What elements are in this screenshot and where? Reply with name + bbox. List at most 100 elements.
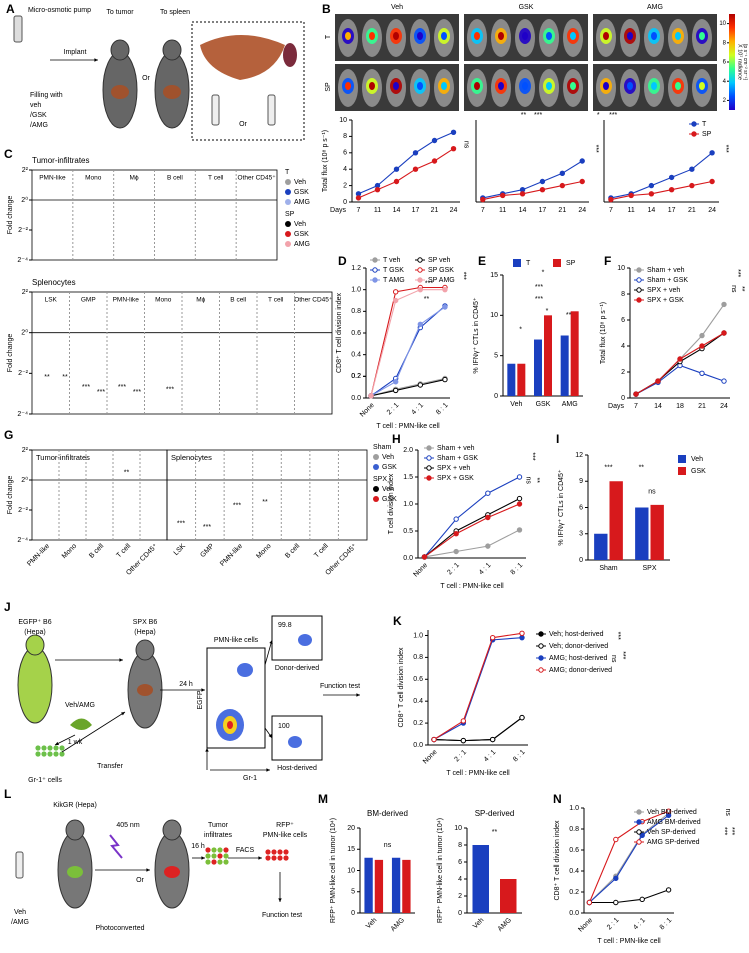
panel-label: B <box>322 2 331 16</box>
panel-label: K <box>393 614 402 628</box>
line <box>424 503 520 558</box>
y-tick-label: 2⁻⁴ <box>17 411 28 418</box>
illustration <box>146 868 150 872</box>
legend-text: Veh <box>382 486 394 493</box>
significance: ** <box>62 374 68 381</box>
group-label: PMN-like <box>26 543 51 568</box>
bar <box>635 507 649 560</box>
group-label: LSK <box>173 543 188 558</box>
marker <box>579 178 585 185</box>
y-axis-label: CD8⁺ T cell division index <box>336 292 343 373</box>
diagram-text: RFP⁺ <box>276 822 294 829</box>
marker <box>516 474 523 480</box>
legend-marker <box>538 643 544 649</box>
y-tick-label: 8 <box>343 133 347 140</box>
y-tick-label: 0.0 <box>403 555 413 562</box>
group-label: Mono <box>61 543 78 560</box>
legend-title: SPX <box>373 476 387 483</box>
illustration <box>223 859 229 865</box>
illustration <box>211 847 217 853</box>
illustration <box>288 736 302 748</box>
x-tick-label: None <box>577 917 594 934</box>
illustration <box>675 82 681 90</box>
y-tick-label: 2⁰ <box>21 196 28 204</box>
illustration <box>227 721 233 729</box>
x-tick-label: 18 <box>676 403 684 410</box>
marker <box>412 150 419 156</box>
line <box>433 637 523 741</box>
y-axis-label: RFP⁺ PMN-like cell in tumor (10⁴) <box>437 818 444 923</box>
diagram-text: Veh <box>14 909 26 916</box>
marker <box>709 178 715 185</box>
illustration <box>345 32 351 40</box>
illustration <box>283 855 289 861</box>
illustration <box>283 43 297 67</box>
bar <box>402 859 411 913</box>
significance: ns <box>463 141 470 149</box>
y-tick-label: 2 <box>343 182 347 189</box>
legend-text: SPX + GSK <box>437 475 474 482</box>
legend-text: Sham + veh <box>437 445 475 452</box>
panel-label: J <box>4 600 11 614</box>
x-tick-label: Veh <box>472 917 486 931</box>
y-tick-label: 0.0 <box>413 742 423 749</box>
illustration <box>498 32 504 40</box>
marker <box>393 166 400 172</box>
bar <box>472 845 489 913</box>
diagram-text: PMN-like cells <box>214 637 259 644</box>
illustration <box>35 751 41 757</box>
illustration <box>345 82 351 90</box>
illustration <box>603 32 609 40</box>
y-tick-label: 10 <box>490 312 498 319</box>
colorbar-tick-label: 6 <box>723 60 727 66</box>
colorbar <box>729 14 735 110</box>
x-tick-label: GSK <box>536 401 551 408</box>
marker <box>485 490 491 496</box>
marker <box>665 808 672 814</box>
y-axis-label: RFP⁺ PMN-like cell in tumor (10⁴) <box>330 818 337 923</box>
marker <box>499 192 506 199</box>
marker <box>699 370 705 376</box>
x-tick-label: Veh <box>510 401 522 408</box>
legend-marker <box>426 455 432 461</box>
group-label: Mono <box>255 543 272 560</box>
group-label: PMN-like <box>113 297 140 304</box>
y-tick-label: 0.2 <box>351 373 361 380</box>
marker <box>519 630 525 636</box>
group-label: Other CD45⁺ <box>238 175 277 182</box>
illustration <box>211 859 217 865</box>
legend-marker <box>285 189 291 195</box>
legend-title: Sham <box>373 444 391 451</box>
line <box>635 364 725 395</box>
diagram-text: Tumor <box>208 822 229 829</box>
y-tick-label: 10 <box>347 867 355 874</box>
marker <box>450 146 457 152</box>
x-tick-label: 8 : 1 <box>510 562 525 577</box>
marker <box>613 899 619 906</box>
illustration <box>191 21 305 141</box>
row-label: T <box>325 34 332 39</box>
illustration <box>278 898 282 902</box>
y-axis-label: Fold change <box>7 196 14 235</box>
legend-marker <box>426 475 432 481</box>
y-tick-label: 0.6 <box>351 330 361 337</box>
y-axis-label: CD8⁺ T cell division index <box>554 820 561 901</box>
marker <box>648 182 655 189</box>
bar <box>609 481 623 560</box>
illustration <box>41 745 47 751</box>
illustration <box>258 856 262 860</box>
y-tick-label: 4 <box>458 876 462 883</box>
significance: *** <box>604 464 612 471</box>
line <box>589 889 669 904</box>
colorbar-tick-label: 4 <box>723 79 727 85</box>
illustration <box>651 32 657 40</box>
group-label: T cell <box>313 542 330 559</box>
illustration <box>266 768 270 772</box>
x-tick-label: SPX <box>642 565 656 572</box>
marker <box>442 304 448 310</box>
x-tick-label: 14 <box>654 403 662 410</box>
illustration <box>393 82 399 90</box>
y-tick-label: 20 <box>347 825 355 832</box>
legend-marker <box>426 445 432 451</box>
legend-text: Veh <box>294 179 306 186</box>
